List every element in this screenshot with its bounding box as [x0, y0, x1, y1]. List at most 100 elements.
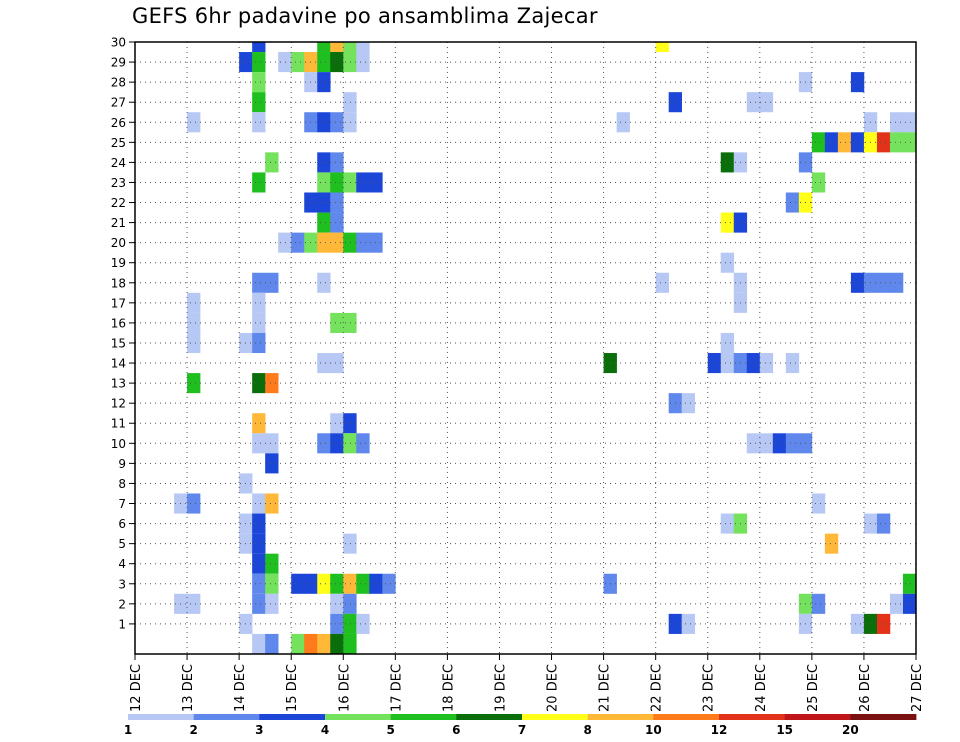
heatmap-cell	[759, 92, 774, 113]
heatmap-cell	[330, 573, 344, 594]
heatmap-cell	[343, 613, 357, 634]
heatmap-cell	[252, 332, 266, 354]
heatmap-cell	[291, 232, 305, 253]
heatmap-cell	[772, 433, 787, 454]
colorbar-label: 2	[189, 723, 197, 737]
heatmap-cell	[265, 493, 279, 514]
colorbar-swatch	[259, 714, 326, 720]
heatmap-cell	[278, 232, 292, 253]
heatmap-cell	[382, 573, 396, 594]
heatmap-cell	[746, 92, 761, 113]
heatmap-cell	[330, 152, 344, 173]
heatmap-cell	[291, 573, 305, 594]
heatmap-cell	[252, 553, 266, 574]
heatmap-cell	[317, 172, 331, 193]
y-tick-label: 8	[118, 477, 126, 491]
heatmap-cell	[681, 393, 696, 414]
heatmap-cell	[330, 353, 344, 374]
heatmap-cell	[317, 42, 331, 53]
heatmap-cell	[902, 573, 917, 594]
heatmap-cell	[785, 353, 800, 374]
heatmap-cell	[187, 292, 201, 313]
colorbar-swatch	[784, 714, 851, 720]
y-tick-label: 10	[111, 437, 126, 451]
heatmap-cell	[655, 272, 669, 293]
heatmap-cell	[330, 312, 344, 333]
heatmap-cell	[889, 272, 904, 293]
heatmap-cell	[759, 353, 774, 374]
heatmap-cell	[265, 373, 279, 394]
y-tick-label: 22	[111, 196, 126, 210]
heatmap-cell	[343, 413, 357, 434]
heatmap-cell	[291, 52, 305, 73]
colorbar-label: 7	[518, 723, 526, 737]
y-tick-label: 14	[111, 357, 126, 371]
colorbar-label: 10	[645, 723, 662, 737]
heatmap-cell	[343, 232, 357, 253]
colorbar-label: 4	[321, 723, 329, 737]
heatmap-cell	[902, 132, 917, 153]
colorbar-swatch	[456, 714, 523, 720]
heatmap-cell	[330, 172, 344, 193]
heatmap-cell	[252, 533, 266, 554]
heatmap-cell	[187, 593, 201, 614]
heatmap-cell	[824, 132, 839, 153]
heatmap-cell	[252, 292, 266, 313]
heatmap-cell	[265, 553, 279, 574]
heatmap-cell	[850, 132, 865, 153]
heatmap-cell	[252, 172, 266, 193]
heatmap-cell	[252, 633, 266, 654]
heatmap-cell	[252, 413, 266, 434]
heatmap-cell	[343, 533, 357, 554]
heatmap-cell	[317, 192, 331, 213]
heatmap-cell	[317, 52, 331, 73]
heatmap-cell	[330, 52, 344, 73]
heatmap-cell	[811, 593, 826, 614]
x-tick-label: 19 DEC	[494, 664, 509, 712]
heatmap-cell	[343, 42, 357, 53]
heatmap-cell	[343, 92, 357, 113]
colorbar-label: 6	[452, 723, 460, 737]
y-tick-label: 9	[118, 457, 126, 471]
heatmap-cell	[252, 52, 266, 73]
y-tick-label: 15	[111, 336, 126, 350]
heatmap-cell	[317, 112, 331, 133]
heatmap-cell	[265, 152, 279, 173]
heatmap-cell	[187, 332, 201, 354]
heatmap-cell	[746, 433, 761, 454]
y-tick-label: 20	[111, 236, 126, 250]
heatmap-cell	[317, 152, 331, 173]
y-tick-label: 29	[111, 56, 126, 70]
heatmap-cell	[187, 493, 201, 514]
heatmap-cell	[291, 633, 305, 654]
colorbar: 1 2 3 4 5 6 7 8 10 12 15 20	[124, 714, 917, 737]
heatmap-cell	[252, 312, 266, 333]
grid-layer	[135, 41, 916, 654]
heatmap-cell	[317, 232, 331, 253]
heatmap-cell	[317, 212, 331, 233]
heatmap-cell	[720, 353, 735, 374]
heatmap-cell	[837, 132, 852, 153]
heatmap-cell	[850, 72, 865, 93]
x-tick-label: 13 DEC	[181, 664, 196, 712]
colorbar-label: 1	[124, 723, 132, 737]
heatmap-cell	[746, 353, 761, 374]
y-tick-label: 24	[111, 156, 126, 170]
y-tick-label: 17	[111, 296, 126, 310]
heatmap-cell	[265, 433, 279, 454]
heatmap-cell	[707, 353, 722, 374]
x-tick-label: 27 DEC	[910, 664, 925, 712]
heatmap-cell	[343, 112, 357, 133]
y-tick-label: 26	[111, 116, 126, 130]
heatmap-cell	[343, 433, 357, 454]
heatmap-cell	[889, 132, 904, 153]
heatmap-cell	[330, 192, 344, 213]
y-tick-label: 1	[118, 617, 126, 631]
heatmap-cell	[655, 42, 669, 53]
y-tick-label: 2	[118, 597, 126, 611]
colorbar-swatch	[128, 714, 195, 720]
heatmap-cell	[759, 433, 774, 454]
y-tick-label: 16	[111, 316, 126, 330]
colorbar-swatch	[719, 714, 786, 720]
